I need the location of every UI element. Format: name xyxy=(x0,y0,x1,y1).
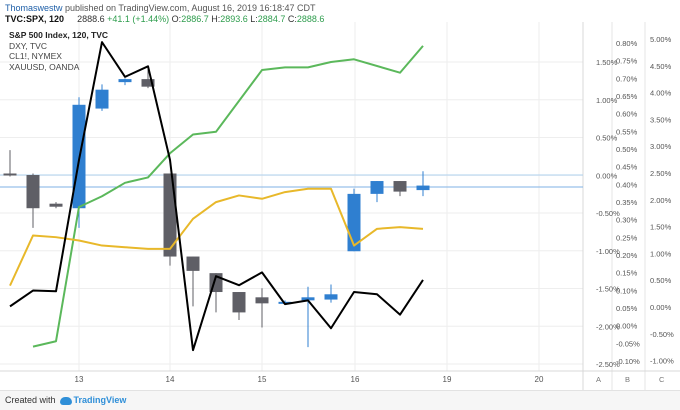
y-tick-label: 0.55% xyxy=(616,127,638,136)
y-tick-label: -2.50% xyxy=(596,360,620,369)
c-label: C: xyxy=(287,14,297,24)
y-tick-label: -0.10% xyxy=(616,357,640,366)
tradingview-logo-icon xyxy=(59,396,72,405)
y-tick-label: 1.00% xyxy=(596,96,618,105)
y-tick-label: 0.30% xyxy=(616,216,638,225)
l-label: L: xyxy=(250,14,258,24)
candle-body xyxy=(301,297,315,301)
y-tick-label: 0.20% xyxy=(616,251,638,260)
symbol-name: TVC:SPX, 120 xyxy=(5,14,65,24)
candle-body xyxy=(49,203,63,207)
legend-item-xauusd: XAUUSD, OANDA xyxy=(9,61,80,72)
candle-body xyxy=(324,294,338,300)
price-change: +41.1 (+1.44%) xyxy=(107,14,170,24)
y-tick-label: 5.00% xyxy=(650,35,672,44)
candle-body xyxy=(95,89,109,109)
y-tick-label: 2.00% xyxy=(650,196,672,205)
y-tick-label: 0.50% xyxy=(596,134,618,143)
axis-label-c: C xyxy=(659,375,665,384)
candle-body xyxy=(232,292,246,313)
y-tick-label: 0.70% xyxy=(616,74,638,83)
footer-brand[interactable]: TradingView xyxy=(73,395,127,405)
chart-header: Thomaswestw published on TradingView.com… xyxy=(0,0,680,26)
legend-item-dxy: DXY, TVC xyxy=(9,40,47,51)
y-tick-label: 1.50% xyxy=(650,223,672,232)
h-label: H: xyxy=(211,14,221,24)
y-tick-label: 0.00% xyxy=(650,303,672,312)
candle-body xyxy=(255,297,269,304)
chart-legend: S&P 500 Index, 120, TVC DXY, TVC CL1!, N… xyxy=(9,30,108,72)
y-tick-label: 1.00% xyxy=(650,249,672,258)
candle-body xyxy=(393,181,407,192)
y-tick-label: 0.15% xyxy=(616,269,638,278)
y-tick-label: -1.00% xyxy=(650,357,674,366)
y-tick-label: -0.50% xyxy=(650,330,674,339)
candle-body xyxy=(416,185,430,191)
candle-body xyxy=(370,181,384,194)
dxy-line xyxy=(9,41,424,352)
y-tick-label: -0.50% xyxy=(596,209,620,218)
publish-info: Thomaswestw published on TradingView.com… xyxy=(5,3,316,13)
chart-area[interactable]: 13 14 15 16 19 20 1.50% 1.00% 0.50% 0.00% -0.50% -1… xyxy=(0,0,680,390)
y-tick-label: 0.60% xyxy=(616,110,638,119)
y-tick-label: 2.50% xyxy=(650,169,672,178)
y-tick-label: 0.65% xyxy=(616,92,638,101)
x-tick-label: 20 xyxy=(535,375,544,384)
axis-label-a: A xyxy=(596,375,601,384)
x-tick-label: 14 xyxy=(166,375,175,384)
y-tick-label: 0.45% xyxy=(616,163,638,172)
footer-prefix: Created with xyxy=(5,395,56,405)
publish-date: published on TradingView.com, August 16,… xyxy=(62,3,316,13)
y-tick-label: -0.05% xyxy=(616,339,640,348)
y-tick-label: 0.50% xyxy=(616,145,638,154)
y-tick-label: 0.25% xyxy=(616,233,638,242)
y-tick-label: 0.35% xyxy=(616,198,638,207)
legend-item-cl1: CL1!, NYMEX xyxy=(9,51,62,61)
author-link[interactable]: Thomaswestw xyxy=(5,3,63,13)
candle-body xyxy=(118,79,132,83)
y-tick-label: 1.50% xyxy=(596,58,618,67)
y-tick-label: 0.75% xyxy=(616,57,638,66)
y-tick-label: 0.80% xyxy=(616,39,638,48)
x-tick-label: 16 xyxy=(351,375,360,384)
y-tick-label: 4.00% xyxy=(650,89,672,98)
o-value: 2886.7 xyxy=(181,14,209,24)
x-tick-label: 13 xyxy=(75,375,84,384)
cl1-line xyxy=(9,187,424,287)
y-tick-label: 3.50% xyxy=(650,115,672,124)
x-tick-label: 15 xyxy=(258,375,267,384)
o-label: O: xyxy=(171,14,182,24)
y-tick-label: -1.00% xyxy=(596,247,620,256)
y-tick-label: 4.50% xyxy=(650,62,672,71)
symbol-info: TVC:SPX, 120 2888.6 +41.1 (+1.44%) O:288… xyxy=(5,14,324,24)
xauusd-line xyxy=(32,45,424,348)
y-tick-label: 0.40% xyxy=(616,180,638,189)
y-tick-label: 3.00% xyxy=(650,142,672,151)
candle-body xyxy=(26,175,40,209)
footer-bar: Created with TradingView xyxy=(0,390,680,410)
y-tick-label: 0.50% xyxy=(650,276,672,285)
axis-label-b: B xyxy=(625,375,630,384)
legend-main-series: S&P 500 Index, 120, TVC xyxy=(9,30,109,40)
footer-credit: Created with TradingView xyxy=(5,395,126,405)
l-value: 2884.7 xyxy=(257,14,286,24)
candle-body xyxy=(186,256,200,271)
c-value: 2888.6 xyxy=(296,14,325,24)
candle-body xyxy=(3,173,17,176)
y-tick-label: -1.50% xyxy=(596,285,620,294)
x-tick-label: 19 xyxy=(443,375,452,384)
y-tick-label: 0.00% xyxy=(616,322,638,331)
y-tick-label: 0.05% xyxy=(616,304,638,313)
last-price: 2888.6 xyxy=(77,14,105,24)
y-tick-label: 0.10% xyxy=(616,286,638,295)
candle-body xyxy=(141,79,155,87)
h-value: 2893.6 xyxy=(220,14,248,24)
y-tick-label: 0.00% xyxy=(596,171,618,180)
y-tick-label: -2.00% xyxy=(596,322,620,331)
